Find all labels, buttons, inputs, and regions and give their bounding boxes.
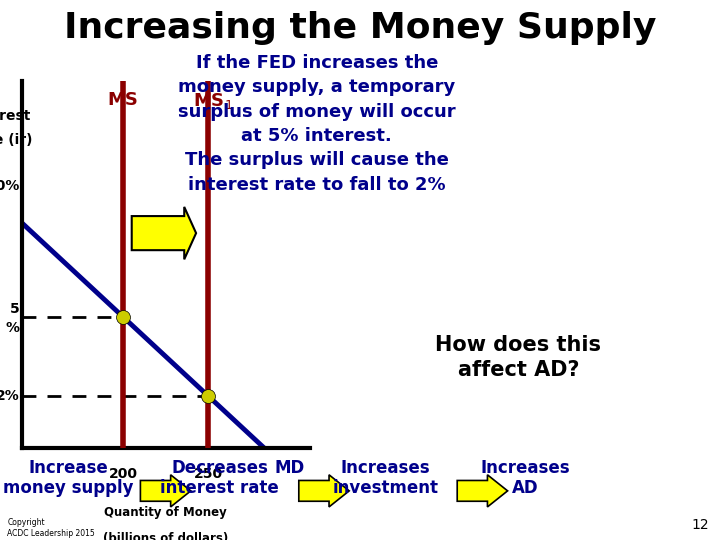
- Text: (billions of dollars): (billions of dollars): [103, 532, 228, 540]
- Text: 2%: 2%: [0, 389, 20, 403]
- Text: MS: MS: [108, 91, 139, 110]
- Text: 5: 5: [10, 302, 20, 316]
- Text: If the FED increases the
money supply, a temporary
surplus of money will occur
a: If the FED increases the money supply, a…: [178, 54, 456, 193]
- Text: Increases
investment: Increases investment: [332, 459, 438, 497]
- Text: How does this
affect AD?: How does this affect AD?: [436, 335, 601, 380]
- Text: 10%: 10%: [0, 179, 20, 193]
- Text: Increases
AD: Increases AD: [481, 459, 570, 497]
- Text: Decreases
interest rate: Decreases interest rate: [161, 459, 279, 497]
- FancyArrow shape: [457, 475, 508, 507]
- Text: MD: MD: [274, 459, 305, 477]
- Text: 250: 250: [194, 467, 222, 481]
- Text: %: %: [6, 321, 20, 335]
- FancyArrow shape: [140, 475, 191, 507]
- Text: Increase
money supply: Increase money supply: [3, 459, 134, 497]
- Text: Quantity of Money: Quantity of Money: [104, 506, 227, 519]
- FancyArrow shape: [132, 207, 196, 259]
- Text: 12: 12: [692, 518, 709, 532]
- Text: 200: 200: [109, 467, 138, 481]
- FancyArrow shape: [299, 475, 349, 507]
- Text: Rate (ir): Rate (ir): [0, 133, 32, 147]
- Text: MS$_1$: MS$_1$: [193, 91, 233, 111]
- Text: Interest: Interest: [0, 109, 31, 123]
- Text: Increasing the Money Supply: Increasing the Money Supply: [64, 11, 656, 45]
- Text: Copyright
ACDC Leadership 2015: Copyright ACDC Leadership 2015: [7, 518, 95, 538]
